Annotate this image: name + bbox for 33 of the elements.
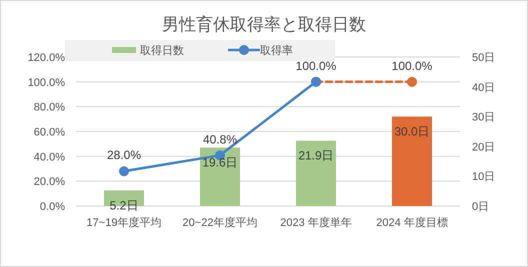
x-tick-label: 2024 年度目標 — [376, 216, 448, 229]
y-tick-label: 40.0% — [34, 151, 66, 164]
bar — [296, 140, 336, 206]
bar — [392, 116, 432, 206]
point — [119, 166, 129, 176]
legend-label: 取得率 — [260, 44, 293, 57]
legend-label: 取得日数 — [140, 45, 184, 57]
bar — [200, 148, 240, 206]
x-tick-label: 20~22年度平均 — [182, 216, 258, 229]
data-label: 19.6日 — [202, 156, 238, 170]
data-label: 100.0% — [392, 58, 433, 73]
y2-tick-label: 50日 — [472, 52, 496, 64]
y-tick-label: 120.0% — [28, 52, 66, 64]
y2-tick-label: 20日 — [472, 141, 496, 154]
data-label: 28.0% — [106, 148, 142, 162]
y2-tick-label: 0日 — [472, 201, 490, 213]
data-label: 21.9日 — [298, 148, 334, 163]
y-tick-label: 60.0% — [34, 126, 66, 138]
y2-tick-label: 40日 — [472, 82, 496, 94]
y2-tick-label: 30日 — [472, 112, 496, 124]
data-label: 5.2日 — [110, 198, 138, 213]
x-tick-label: 17~19年度平均 — [86, 216, 162, 229]
data-label: 30.0日 — [394, 124, 430, 139]
data-label: 40.8% — [202, 132, 238, 146]
point — [407, 76, 417, 87]
y-tick-label: 0.0% — [40, 201, 66, 213]
y2-tick-label: 10日 — [472, 171, 496, 184]
x-tick-label: 2023 年度単年 — [280, 216, 352, 229]
data-label: 100.0% — [296, 58, 337, 73]
y-tick-label: 20.0% — [34, 176, 66, 188]
chart-title: 男性育休取得率と取得日数 — [162, 15, 366, 34]
y-tick-label: 100.0% — [28, 76, 66, 89]
y-tick-label: 80.0% — [34, 102, 66, 114]
